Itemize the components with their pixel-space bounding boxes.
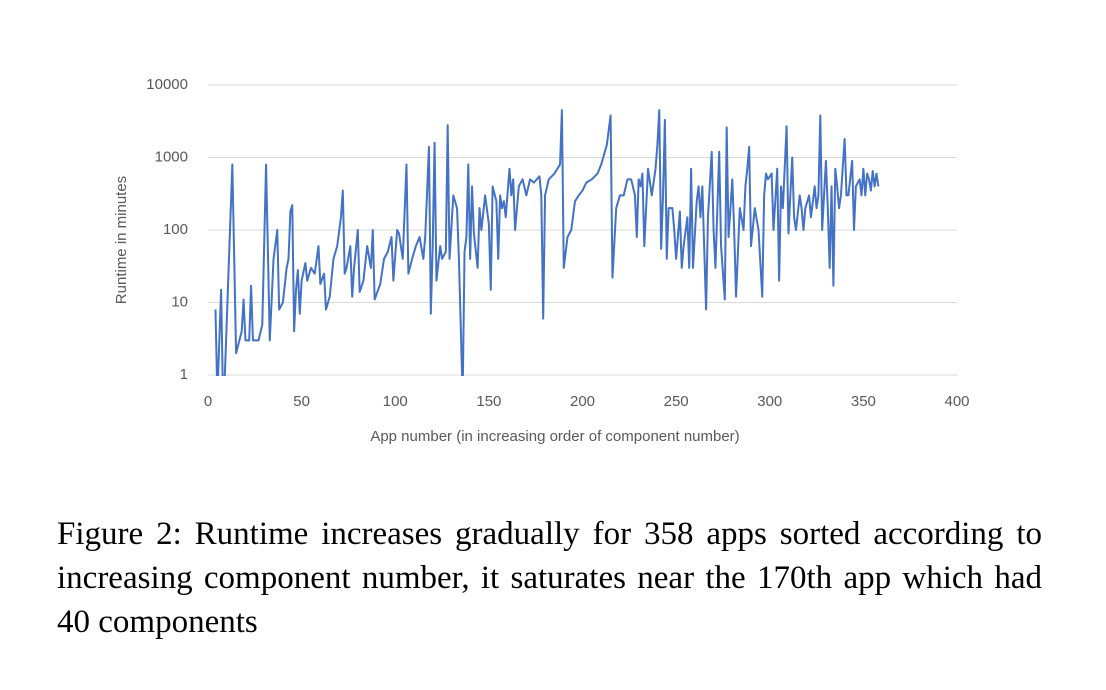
y-tick-label: 1000 (155, 148, 188, 165)
y-tick-label: 10000 (146, 76, 188, 93)
x-tick-label: 50 (293, 393, 310, 410)
figure-caption: Figure 2: Runtime increases gradually fo… (57, 516, 1042, 640)
x-tick-label: 100 (383, 393, 408, 410)
x-axis-label: App number (in increasing order of compo… (370, 428, 739, 445)
y-axis-label: Runtime in minutes (113, 176, 130, 304)
x-tick-label: 250 (664, 393, 689, 410)
chart: Runtime in minutes App number (in increa… (113, 76, 970, 445)
y-tick-label: 100 (163, 221, 188, 238)
x-tick-label: 150 (476, 393, 501, 410)
y-tick-label: 10 (171, 293, 188, 310)
x-tick-label: 0 (204, 393, 212, 410)
x-tick-label: 350 (851, 393, 876, 410)
y-tick-label: 1 (180, 366, 188, 383)
data-line (214, 109, 880, 376)
x-tick-label: 400 (944, 393, 969, 410)
x-tick-label: 200 (570, 393, 595, 410)
x-tick-label: 300 (757, 393, 782, 410)
